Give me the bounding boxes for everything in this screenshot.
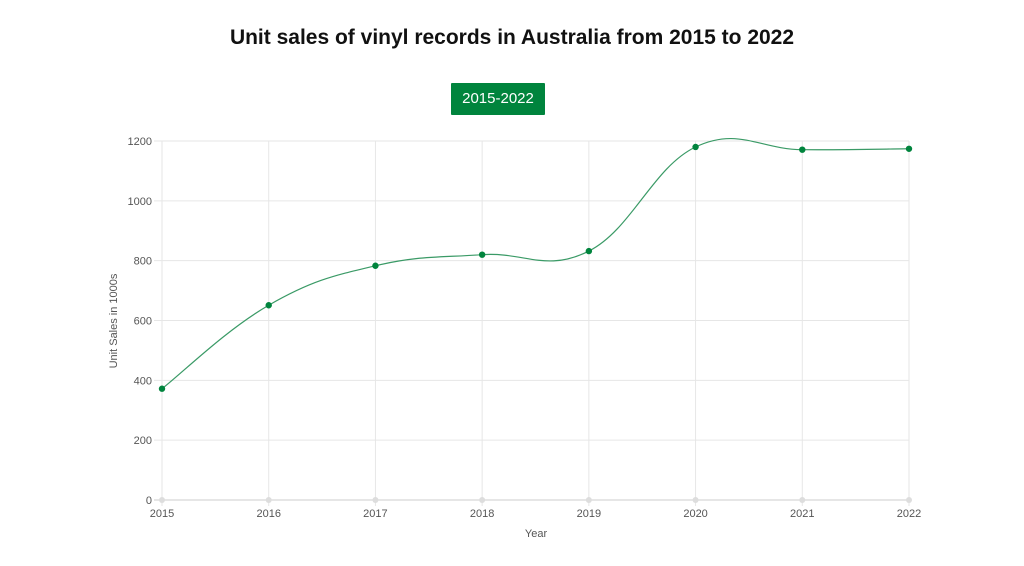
legend-item-2015-2022[interactable]: 2015-2022 xyxy=(451,83,545,115)
x-tick-label: 2017 xyxy=(363,508,387,520)
x-axis-title: Year xyxy=(525,528,548,540)
x-tick-label: 2022 xyxy=(897,508,921,520)
data-point-2021[interactable] xyxy=(799,146,806,153)
x-tick-label: 2020 xyxy=(683,508,707,520)
y-axis-title: Unit Sales in 1000s xyxy=(108,273,120,368)
x-axis: 2015 2016 2017 2018 2019 2020 2021 2022 xyxy=(150,508,921,520)
data-point-2022[interactable] xyxy=(905,145,913,152)
data-point-2020[interactable] xyxy=(692,143,699,151)
x-baseline-marker xyxy=(159,497,165,503)
x-baseline-marker xyxy=(585,497,592,503)
x-tick-label: 2019 xyxy=(577,508,601,520)
data-points xyxy=(158,143,913,392)
y-tick-label: 400 xyxy=(134,375,152,387)
y-tick-label: 1000 xyxy=(128,196,152,208)
y-tick-label: 0 xyxy=(146,495,152,507)
y-tick-label: 800 xyxy=(134,256,152,268)
data-point-2016[interactable] xyxy=(265,302,272,309)
y-tick-label: 200 xyxy=(134,435,152,447)
x-baseline-marker xyxy=(906,497,912,503)
data-point-2018[interactable] xyxy=(478,251,486,258)
x-baseline-marker xyxy=(692,497,699,503)
x-tick-label: 2015 xyxy=(150,508,174,520)
x-baseline-marker xyxy=(372,497,379,503)
chart-title: Unit sales of vinyl records in Australia… xyxy=(229,26,795,49)
x-tick-label: 2021 xyxy=(790,508,814,520)
x-tick-label: 2018 xyxy=(470,508,494,520)
series-line-2015-2022 xyxy=(161,137,910,390)
y-axis: 0 200 400 600 800 1000 1200 xyxy=(128,136,152,507)
grid xyxy=(154,140,912,506)
x-baseline-marker xyxy=(265,497,272,503)
y-tick-label: 1200 xyxy=(128,136,152,148)
x-baseline-marker xyxy=(479,497,486,503)
x-baseline-marker xyxy=(799,497,806,503)
y-tick-label: 600 xyxy=(134,316,152,328)
data-point-2019[interactable] xyxy=(585,247,593,255)
data-point-2017[interactable] xyxy=(372,262,379,269)
data-point-2015[interactable] xyxy=(158,385,166,392)
x-tick-label: 2016 xyxy=(256,508,280,520)
